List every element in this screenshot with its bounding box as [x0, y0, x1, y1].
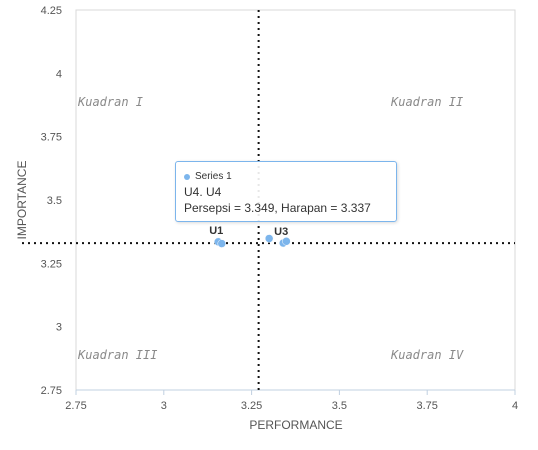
data-point[interactable] — [218, 240, 226, 248]
point-label: U3 — [274, 226, 288, 238]
y-axis-ticks: 2.75 3 3.25 3.5 3.75 4 4.25 — [41, 5, 62, 397]
y-tick-label: 2.75 — [41, 385, 62, 397]
y-tick-label: 3 — [56, 322, 62, 334]
tooltip-series-name: Series 1 — [195, 170, 232, 184]
y-tick-label: 4 — [56, 68, 62, 80]
quadrant-label: Kuadran I — [77, 95, 143, 109]
data-point[interactable] — [282, 237, 290, 245]
y-axis-title: IMPORTANCE — [15, 161, 29, 240]
y-tick-label: 3.75 — [41, 132, 62, 144]
chart-tooltip: Series 1 U4. U4 Persepsi = 3.349, Harapa… — [175, 161, 397, 222]
x-tick-label: 4 — [512, 400, 518, 412]
x-tick-label: 3 — [161, 400, 167, 412]
x-tick-label: 3.75 — [416, 400, 437, 412]
quadrant-label: Kuadran II — [390, 95, 463, 109]
tooltip-values: Persepsi = 3.349, Harapan = 3.337 — [184, 200, 388, 216]
tooltip-title: U4. U4 — [184, 184, 388, 200]
quadrant-labels: Kuadran I Kuadran II Kuadran III Kuadran IV — [77, 95, 464, 362]
data-point[interactable] — [265, 235, 273, 243]
point-label: U1 — [209, 225, 223, 237]
x-axis-title: PERFORMANCE — [249, 418, 342, 432]
y-tick-label: 3.25 — [41, 258, 62, 270]
y-tick-label: 4.25 — [41, 5, 62, 17]
point-labels: U1 U3 — [209, 225, 288, 238]
x-tick-label: 3.5 — [332, 400, 347, 412]
x-axis-ticks: 2.75 3 3.25 3.5 3.75 4 — [65, 390, 518, 412]
y-tick-label: 3.5 — [47, 195, 62, 207]
series-dot-icon — [184, 174, 190, 180]
x-tick-label: 2.75 — [65, 400, 86, 412]
x-tick-label: 3.25 — [241, 400, 262, 412]
quadrant-label: Kuadran III — [77, 348, 157, 362]
quadrant-label: Kuadran IV — [390, 348, 464, 362]
